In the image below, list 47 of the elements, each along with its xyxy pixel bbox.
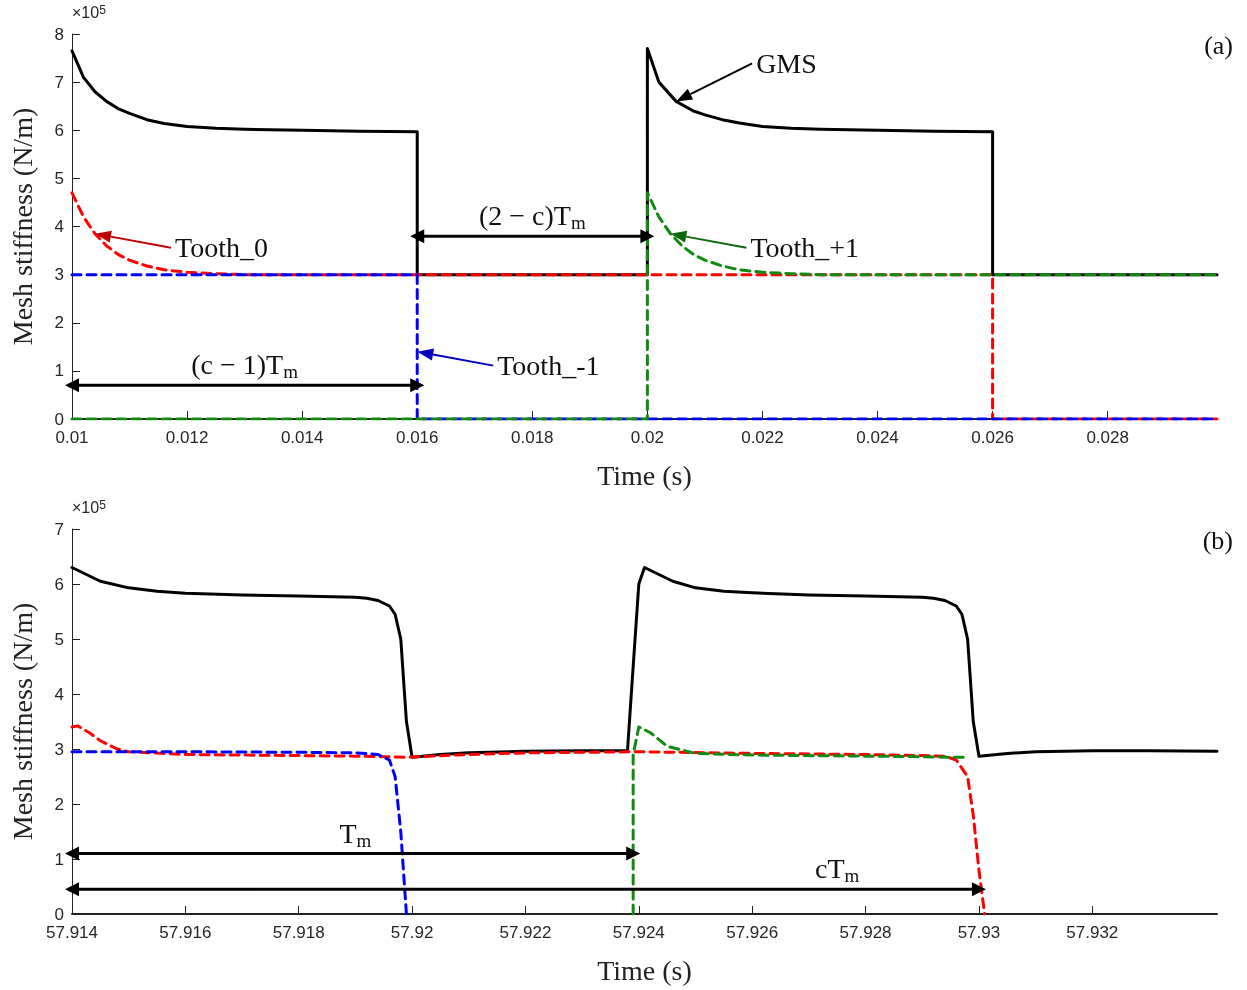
annotation: Tooth_-1 [497,350,600,382]
x-tick-label: 0.014 [280,428,324,447]
y-axis-title: Mesh stiffness (N/m) [6,602,38,841]
x-tick-label: 0.016 [395,428,439,447]
x-tick-label: 57.914 [46,923,98,942]
x-tick-label: 57.916 [159,923,212,942]
x-tick-label: 0.012 [165,428,209,447]
y-tick-label: 0 [54,409,64,429]
x-tick-label: 57.924 [612,923,665,942]
y-tick-label: 1 [54,361,64,381]
x-tick-label: 0.018 [511,428,554,447]
annotation: GMS [756,47,817,79]
x-tick-label: 57.92 [390,923,434,942]
x-tick-label: 57.93 [957,923,1001,942]
y-tick-label: 7 [54,519,64,539]
x-tick-label: 0.026 [971,428,1014,447]
x-tick-label: 57.926 [726,923,779,942]
x-tick-label: 0.024 [856,428,899,447]
annotation: (b) [1202,525,1234,555]
y-tick-label: 5 [54,168,64,188]
annotation: (a) [1204,30,1233,60]
y-tick-label: 2 [54,313,64,333]
y-axis-title: Mesh stiffness (N/m) [6,107,38,346]
x-tick-label: 0.01 [55,428,89,447]
x-tick-label: 57.932 [1066,923,1119,942]
x-tick-label: 57.928 [839,923,892,942]
x-axis-title: Time (s) [597,954,692,986]
y-tick-label: 6 [54,574,64,594]
y-tick-label: 4 [54,217,64,236]
x-tick-label: 57.922 [499,923,552,942]
x-tick-label: 57.918 [272,923,325,942]
y-tick-label: 7 [54,72,64,92]
y-tick-label: 3 [54,265,64,285]
y-tick-label: 1 [54,849,64,869]
annotation: Tooth_0 [175,232,268,264]
x-axis-title: Time (s) [597,459,692,491]
x-tick-label: 0.028 [1086,428,1129,447]
y-tick-label: 8 [54,24,64,44]
y-tick-label: 4 [54,684,64,704]
y-tick-label: 5 [54,629,64,649]
x-tick-label: 0.02 [630,428,664,447]
y-tick-label: 0 [54,904,64,924]
x-tick-label: 0.022 [741,428,784,447]
y-tick-label: 2 [54,794,64,814]
y-tick-label: 3 [54,739,64,759]
y-tick-label: 6 [54,120,64,140]
annotation: Tooth_+1 [750,232,860,264]
